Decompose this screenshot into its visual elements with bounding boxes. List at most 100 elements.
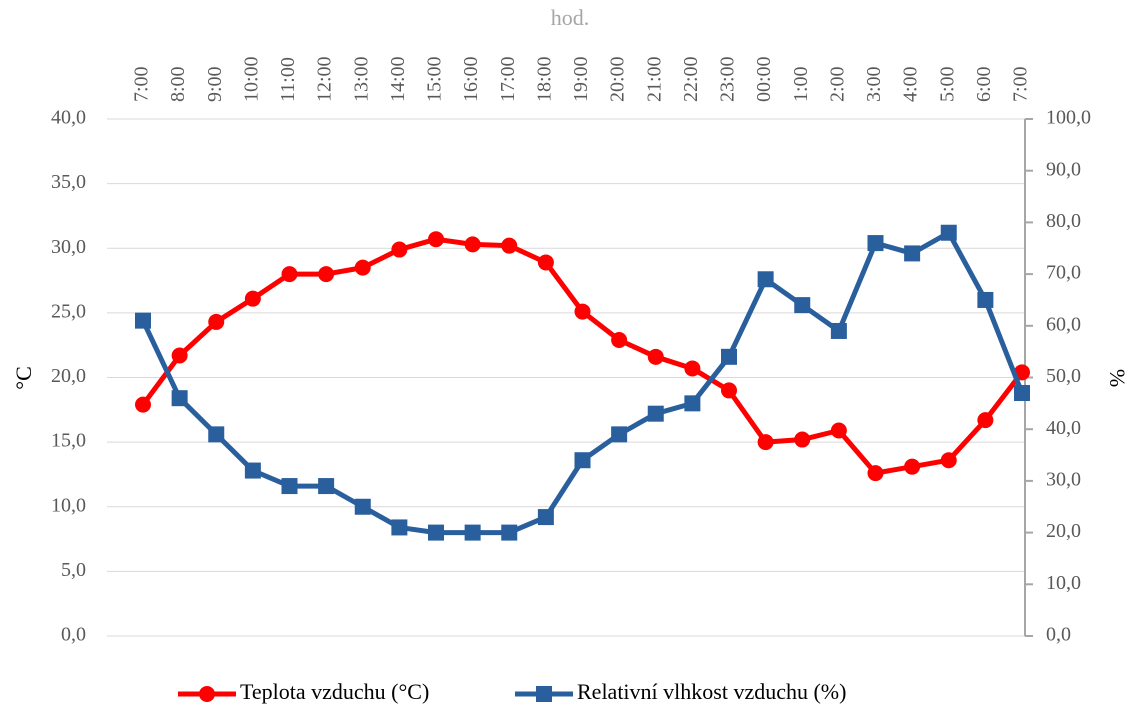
y2-tick-label: 30,0 xyxy=(1046,468,1081,490)
y-tick-label: 40,0 xyxy=(51,107,86,129)
y-tick-label: 20,0 xyxy=(51,365,86,387)
marker xyxy=(867,465,884,482)
legend-marker xyxy=(536,686,552,702)
marker xyxy=(940,224,957,241)
marker xyxy=(354,259,371,276)
marker xyxy=(318,266,335,283)
marker xyxy=(537,254,554,271)
marker xyxy=(684,395,701,412)
y2-tick-label: 50,0 xyxy=(1046,365,1081,387)
x-tick-label: 8:00 xyxy=(167,66,189,102)
marker xyxy=(391,519,408,536)
marker xyxy=(428,231,444,248)
marker xyxy=(171,390,188,407)
x-tick-label: 16:00 xyxy=(460,56,482,102)
x-tick-label: 14:00 xyxy=(387,56,409,102)
x-axis-label: hod. xyxy=(551,5,590,30)
y2-tick-label: 70,0 xyxy=(1046,262,1081,284)
marker xyxy=(208,426,225,443)
y-tick-label: 10,0 xyxy=(51,494,86,516)
x-tick-label: 9:00 xyxy=(204,66,226,102)
y-tick-label: 0,0 xyxy=(61,624,86,646)
marker xyxy=(830,322,847,339)
x-tick-label: 21:00 xyxy=(643,56,665,102)
marker xyxy=(830,422,847,439)
marker xyxy=(977,291,994,308)
x-tick-label: 7:00 xyxy=(1010,66,1032,102)
y2-tick-label: 90,0 xyxy=(1046,158,1081,180)
x-tick-label: 20:00 xyxy=(607,56,629,102)
marker xyxy=(757,271,774,288)
marker xyxy=(171,347,188,364)
marker xyxy=(318,478,335,495)
marker xyxy=(135,312,151,329)
marker xyxy=(721,348,737,365)
legend-label: Teplota vzduchu (°C) xyxy=(240,679,429,704)
marker xyxy=(647,405,664,422)
x-tick-label: 2:00 xyxy=(826,66,848,102)
y-tick-label: 5,0 xyxy=(61,559,86,581)
marker xyxy=(611,426,628,443)
x-tick-label: 19:00 xyxy=(570,56,592,102)
x-tick-label: 10:00 xyxy=(240,56,262,102)
marker xyxy=(501,237,518,254)
y-tick-label: 15,0 xyxy=(51,430,86,452)
marker xyxy=(244,462,261,479)
y2-tick-label: 40,0 xyxy=(1046,417,1081,439)
x-tick-label: 5:00 xyxy=(936,66,958,102)
marker xyxy=(281,478,298,495)
y2-tick-label: 20,0 xyxy=(1046,520,1081,542)
series-line xyxy=(140,236,1024,476)
marker xyxy=(208,313,225,330)
x-tick-label: 00:00 xyxy=(753,56,775,102)
marker xyxy=(244,290,261,307)
y2-axis-label: % xyxy=(1105,369,1130,387)
y2-tick-label: 60,0 xyxy=(1046,313,1081,335)
marker xyxy=(354,498,371,515)
marker xyxy=(904,245,921,262)
x-tick-label: 6:00 xyxy=(973,66,995,102)
x-tick-label: 12:00 xyxy=(314,56,336,102)
marker xyxy=(464,236,481,253)
y2-tick-label: 100,0 xyxy=(1046,107,1091,129)
x-tick-label: 15:00 xyxy=(424,56,446,102)
marker xyxy=(977,412,994,429)
x-tick-label: 7:00 xyxy=(131,66,153,102)
x-tick-label: 4:00 xyxy=(900,66,922,102)
y-axis-label: °C xyxy=(11,366,36,389)
x-tick-label: 13:00 xyxy=(350,56,372,102)
y2-tick-label: 10,0 xyxy=(1046,572,1081,594)
marker xyxy=(391,241,408,258)
marker xyxy=(684,360,701,377)
marker xyxy=(501,524,518,541)
marker xyxy=(757,434,774,451)
marker xyxy=(940,452,957,469)
marker xyxy=(794,297,811,314)
series-line xyxy=(140,230,1025,536)
marker xyxy=(135,396,151,413)
marker xyxy=(574,303,591,320)
y2-tick-label: 0,0 xyxy=(1046,624,1071,646)
marker xyxy=(537,509,554,526)
marker xyxy=(721,382,737,399)
marker xyxy=(647,348,664,365)
y-tick-label: 35,0 xyxy=(51,171,86,193)
marker xyxy=(867,235,884,252)
marker xyxy=(611,332,628,349)
y-tick-label: 30,0 xyxy=(51,236,86,258)
legend-label: Relativní vlhkost vzduchu (%) xyxy=(577,679,846,704)
x-tick-label: 3:00 xyxy=(863,66,885,102)
x-tick-label: 18:00 xyxy=(533,56,555,102)
x-tick-label: 1:00 xyxy=(790,66,812,102)
y-tick-label: 25,0 xyxy=(51,300,86,322)
y2-tick-label: 80,0 xyxy=(1046,210,1081,232)
marker xyxy=(464,524,481,541)
x-tick-label: 11:00 xyxy=(277,57,299,102)
marker xyxy=(1014,385,1030,402)
x-tick-label: 23:00 xyxy=(717,56,739,102)
marker xyxy=(281,266,298,283)
marker xyxy=(574,452,591,469)
x-tick-label: 17:00 xyxy=(497,56,519,102)
legend-marker xyxy=(199,686,215,702)
